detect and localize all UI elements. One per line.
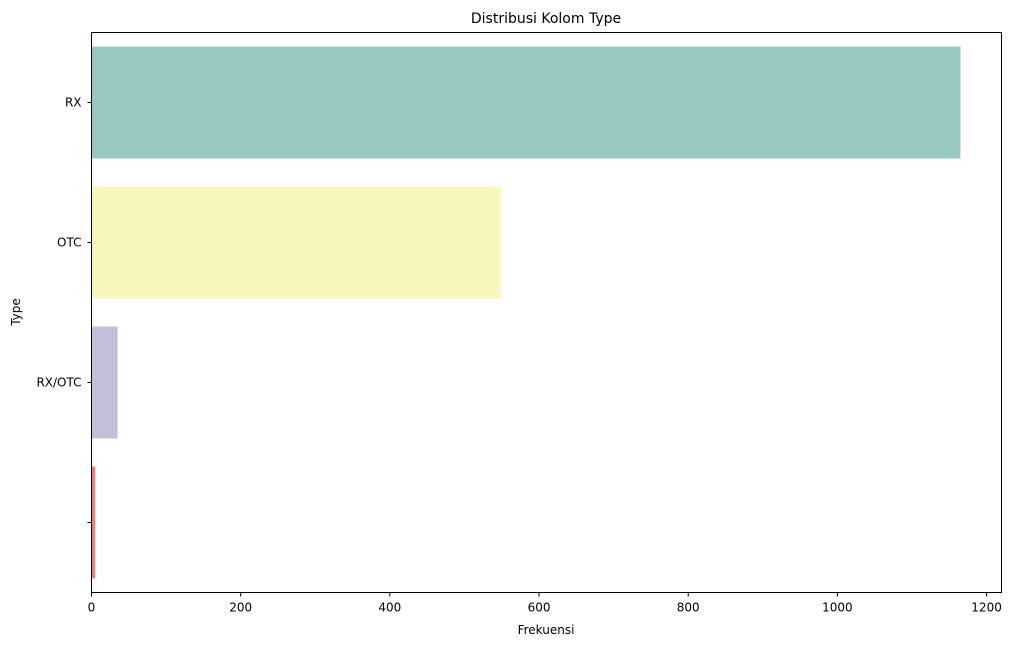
plot-frame [91,32,1002,593]
y-axis-ticks: RX OTC RX/OTC [36,96,92,523]
y-tick-label: RX [65,96,82,110]
x-axis-label: Frekuensi [518,623,575,637]
x-tick-label: 1200 [971,601,1002,615]
x-tick-label: 800 [677,601,700,615]
x-tick-label: 0 [88,601,96,615]
bar-rx [91,46,961,159]
bar-otc [91,186,501,299]
x-axis-ticks: 0 200 400 600 800 1000 1200 [88,592,1002,615]
x-tick-label: 1000 [822,601,853,615]
y-tick-label: OTC [57,236,81,250]
bar-rx-otc [91,326,118,439]
y-axis-label: Type [9,298,23,327]
bars-group [91,46,961,579]
x-tick-label: 600 [528,601,551,615]
y-tick-label: RX/OTC [36,376,81,390]
x-tick-label: 400 [378,601,401,615]
x-tick-label: 200 [229,601,252,615]
chart-title: Distribusi Kolom Type [471,11,621,27]
bar-blank [91,466,96,579]
